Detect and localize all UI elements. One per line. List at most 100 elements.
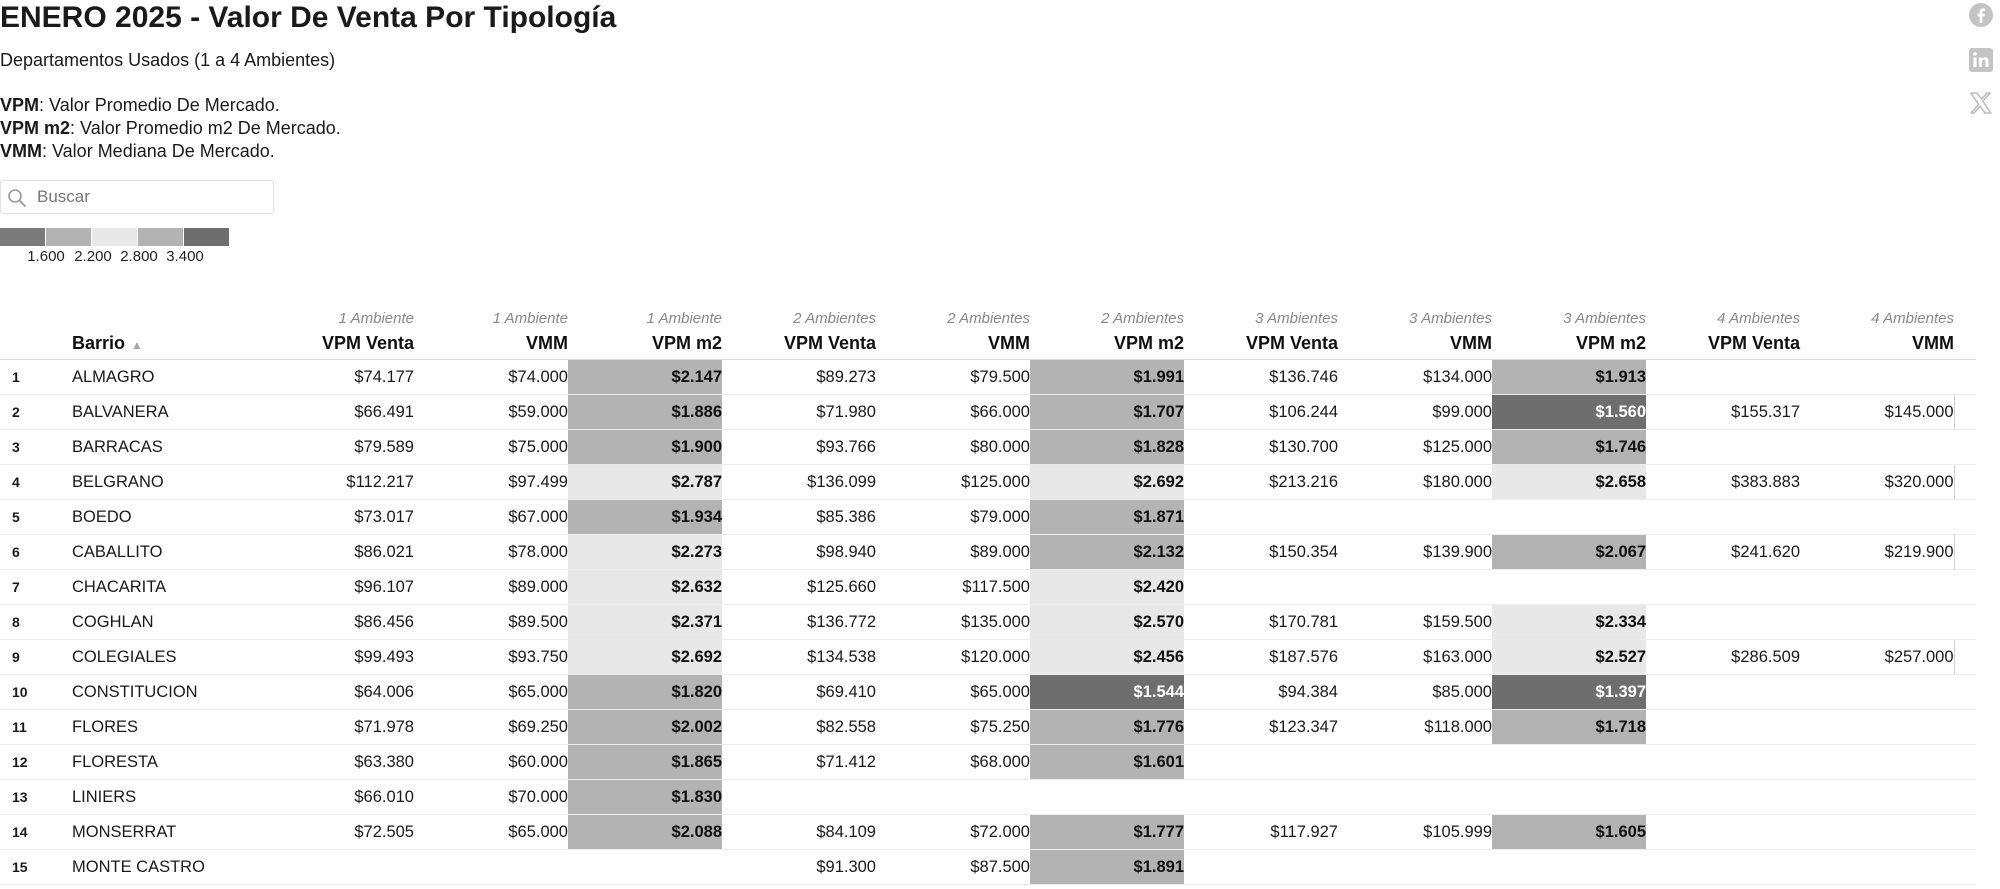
value-m2-cell [568, 849, 722, 885]
column-header[interactable]: VPM Venta [1646, 327, 1800, 360]
row-end [1953, 534, 1976, 570]
value-m2-cell: $2.067 [1492, 534, 1646, 570]
value-cell: $66.010 [260, 779, 414, 815]
value-cell: $159.500 [1338, 604, 1492, 640]
value-cell: $136.772 [722, 604, 876, 640]
value-m2-cell: $1.776 [1030, 709, 1184, 745]
barrio-header-label: Barrio [72, 332, 126, 353]
group-header: 3 Ambientes [1255, 310, 1338, 327]
linkedin-icon[interactable] [1968, 47, 1994, 73]
value-cell: $91.300 [722, 849, 876, 885]
value-m2-cell: $2.147 [568, 359, 722, 395]
value-cell: $93.766 [722, 429, 876, 465]
column-header[interactable]: VMM [1338, 327, 1492, 360]
definition-term: VMM [0, 141, 42, 161]
definition-text: : Valor Promedio m2 De Mercado. [70, 118, 341, 138]
value-m2-cell [1030, 779, 1184, 815]
value-cell: $73.017 [260, 499, 414, 535]
value-cell: $89.000 [876, 534, 1030, 570]
definition-text: : Valor Promedio De Mercado. [39, 95, 280, 115]
value-cell [1646, 779, 1800, 815]
definition-vpm-m2: VPM m2: Valor Promedio m2 De Mercado. [0, 117, 341, 140]
value-m2-cell: $1.934 [568, 499, 722, 535]
value-cell: $125.000 [1338, 429, 1492, 465]
table-row: 11 FLORES $71.978 $69.250 $2.002 $82.558 $75.2… [0, 709, 1976, 745]
legend-swatch [184, 228, 229, 246]
barrio-cell: CABALLITO [66, 534, 260, 570]
value-cell [1800, 709, 1954, 745]
column-header[interactable]: VMM [1800, 327, 1954, 360]
barrio-column-header[interactable]: Barrio ▲ [66, 327, 260, 360]
row-end [1954, 604, 1976, 640]
definition-vmm: VMM: Valor Mediana De Mercado. [0, 140, 341, 163]
value-m2-cell: $1.718 [1492, 709, 1646, 745]
value-m2-cell: $1.397 [1492, 674, 1646, 710]
column-header[interactable]: VPM m2 [568, 327, 722, 360]
group-header: 2 Ambientes [947, 310, 1030, 327]
value-cell: $135.000 [876, 604, 1030, 640]
group-header: 1 Ambiente [492, 310, 568, 327]
row-end [1954, 499, 1976, 535]
value-m2-cell: $1.820 [568, 674, 722, 710]
page-title: ENERO 2025 - Valor De Venta Por Tipologí… [0, 1, 617, 34]
value-cell [722, 779, 876, 815]
value-m2-cell: $1.913 [1492, 359, 1646, 395]
value-cell [1646, 359, 1800, 395]
row-index: 6 [0, 534, 66, 570]
value-cell: $150.354 [1184, 534, 1338, 570]
value-cell [1646, 569, 1800, 605]
value-cell: $85.386 [722, 499, 876, 535]
value-cell: $117.500 [876, 569, 1030, 605]
value-m2-cell: $1.707 [1030, 394, 1184, 430]
value-cell: $320.000 [1800, 464, 1954, 500]
row-end [1954, 744, 1976, 780]
column-header[interactable]: VPM Venta [722, 327, 876, 360]
row-index: 7 [0, 569, 66, 605]
value-m2-cell: $2.132 [1030, 534, 1184, 570]
column-header[interactable]: VMM [876, 327, 1030, 360]
value-cell: $72.505 [260, 814, 414, 850]
table-row: 5 BOEDO $73.017 $67.000 $1.934 $85.386 $79.000… [0, 499, 1976, 535]
table-row: 15 MONTE CASTRO $91.300 $87.500 $1.891 [0, 849, 1976, 885]
value-cell: $82.558 [722, 709, 876, 745]
value-cell: $125.660 [722, 569, 876, 605]
value-cell: $89.273 [722, 359, 876, 395]
column-header[interactable]: VPM m2 [1492, 327, 1646, 360]
value-cell [1800, 814, 1954, 850]
value-cell: $125.000 [876, 464, 1030, 500]
value-cell: $155.317 [1646, 394, 1800, 430]
value-m2-cell: $2.527 [1492, 639, 1646, 675]
value-cell: $65.000 [876, 674, 1030, 710]
barrio-cell: BELGRANO [66, 464, 260, 500]
column-header[interactable]: VPM Venta [1184, 327, 1338, 360]
value-cell: $60.000 [414, 744, 568, 780]
table-body: 1 ALMAGRO $74.177 $74.000 $2.147 $89.273 $79.5… [0, 359, 1976, 885]
table-row: 3 BARRACAS $79.589 $75.000 $1.900 $93.766 $80.… [0, 429, 1976, 465]
barrio-cell: BOEDO [66, 499, 260, 535]
row-end [1954, 814, 1976, 850]
value-cell [1338, 499, 1492, 535]
value-cell [1646, 814, 1800, 850]
row-end [1954, 779, 1976, 815]
value-cell: $71.980 [722, 394, 876, 430]
row-index: 9 [0, 639, 66, 675]
facebook-icon[interactable] [1968, 2, 1994, 28]
value-cell: $99.000 [1338, 394, 1492, 430]
column-header-row: Barrio ▲ VPM Venta VMM VPM m2 VPM Venta V… [0, 327, 1976, 360]
value-m2-cell: $2.632 [568, 569, 722, 605]
value-cell: $180.000 [1338, 464, 1492, 500]
row-index: 11 [0, 709, 66, 745]
value-cell [1800, 604, 1954, 640]
value-cell: $66.000 [876, 394, 1030, 430]
search-input[interactable] [37, 185, 257, 209]
row-end [1954, 569, 1976, 605]
x-icon[interactable] [1968, 90, 1994, 116]
row-index: 1 [0, 359, 66, 395]
column-header[interactable]: VPM m2 [1030, 327, 1184, 360]
column-header[interactable]: VMM [414, 327, 568, 360]
value-cell: $123.347 [1184, 709, 1338, 745]
barrio-cell: FLORESTA [66, 744, 260, 780]
column-header[interactable]: VPM Venta [260, 327, 414, 360]
value-cell: $64.006 [260, 674, 414, 710]
value-cell [1646, 674, 1800, 710]
